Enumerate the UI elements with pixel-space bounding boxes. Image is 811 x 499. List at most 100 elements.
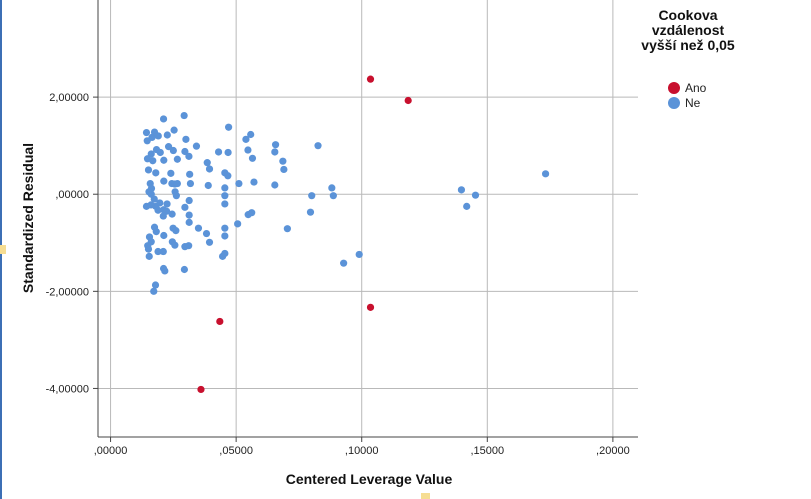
point-ne xyxy=(160,231,168,240)
point-ne xyxy=(152,169,160,177)
point-ne xyxy=(328,184,336,192)
point-ano xyxy=(404,96,412,105)
point-ne xyxy=(271,141,280,149)
legend-swatch-ano xyxy=(668,82,680,94)
point-ne xyxy=(248,209,256,217)
point-ne xyxy=(160,156,168,164)
point-ne xyxy=(182,135,190,143)
point-ne xyxy=(202,229,211,238)
point-ano xyxy=(366,75,375,83)
point-ne xyxy=(180,265,188,274)
point-ne xyxy=(185,242,193,250)
point-ne xyxy=(185,211,193,219)
selection-handle-bottom[interactable] xyxy=(421,493,430,499)
x-tick-label: ,05000 xyxy=(219,445,253,457)
point-ne xyxy=(144,166,153,174)
point-ne xyxy=(181,147,189,156)
point-ne xyxy=(244,146,252,154)
data-points xyxy=(142,75,550,394)
point-ne xyxy=(306,208,315,216)
legend-label-ne: Ne xyxy=(685,96,701,110)
point-ne xyxy=(156,199,164,207)
point-ne xyxy=(164,143,173,151)
point-ne xyxy=(214,148,223,156)
point-ne xyxy=(271,181,279,189)
point-ne xyxy=(221,224,229,232)
point-ne xyxy=(221,249,229,258)
point-ne xyxy=(308,192,316,200)
point-ne xyxy=(144,245,153,253)
legend-title: Cookova vzdálenost vyšší než 0,05 xyxy=(641,7,735,53)
point-ne xyxy=(163,200,171,208)
point-ne xyxy=(148,133,156,142)
point-ne xyxy=(159,115,168,123)
point-ne xyxy=(205,165,214,173)
point-ne xyxy=(279,157,287,165)
x-tick-label: ,20000 xyxy=(596,445,630,457)
point-ne xyxy=(172,227,180,235)
point-ne xyxy=(185,196,193,205)
x-tick-label: ,10000 xyxy=(345,445,379,457)
point-ne xyxy=(160,177,168,185)
point-ne xyxy=(225,123,233,131)
point-ne xyxy=(355,250,363,259)
point-ne xyxy=(172,192,180,200)
point-ne xyxy=(147,201,155,209)
point-ne xyxy=(234,220,242,228)
point-ne xyxy=(185,218,193,226)
point-ne xyxy=(235,179,243,188)
point-ne xyxy=(181,203,189,211)
point-ne xyxy=(150,287,158,295)
point-ne xyxy=(162,207,171,215)
point-ne xyxy=(163,131,171,139)
grid-lines xyxy=(98,0,638,437)
point-ne xyxy=(147,150,155,158)
point-ne xyxy=(180,111,188,120)
point-ne xyxy=(168,210,176,218)
point-ne xyxy=(154,206,162,214)
point-ne xyxy=(192,142,201,150)
point-ne xyxy=(221,200,229,208)
point-ne xyxy=(224,148,232,157)
point-ne xyxy=(224,172,232,180)
point-ne xyxy=(159,247,167,256)
point-ne xyxy=(167,169,175,177)
legend-label-ano: Ano xyxy=(685,81,707,95)
point-ne xyxy=(169,146,177,155)
point-ne xyxy=(186,179,195,188)
point-ne xyxy=(457,186,466,194)
point-ne xyxy=(170,126,178,134)
point-ne xyxy=(154,247,162,256)
point-ne xyxy=(340,259,348,267)
point-ne xyxy=(151,281,160,289)
point-ne xyxy=(280,165,288,174)
point-ne xyxy=(205,238,214,246)
point-ne xyxy=(173,155,181,163)
point-ne xyxy=(154,132,162,140)
point-ne xyxy=(194,224,203,232)
selection-handle-left[interactable] xyxy=(0,245,6,254)
point-ne xyxy=(152,228,160,236)
point-ne xyxy=(221,192,229,200)
point-ne xyxy=(221,184,229,192)
point-ne xyxy=(242,135,250,143)
point-ne xyxy=(161,267,169,275)
point-ne xyxy=(247,130,255,139)
y-tick-label: -2,00000 xyxy=(46,286,89,298)
point-ano xyxy=(216,317,224,326)
y-axis-title: Standardized Residual xyxy=(20,143,36,293)
point-ne xyxy=(541,170,550,178)
point-ne xyxy=(204,181,212,190)
y-tick-label: -4,00000 xyxy=(46,383,89,395)
plot-area xyxy=(98,0,638,437)
point-ne xyxy=(250,178,258,186)
point-ne xyxy=(186,170,194,178)
point-ne xyxy=(142,128,151,137)
point-ne xyxy=(283,225,291,233)
x-tick-label: ,00000 xyxy=(94,445,128,457)
point-ne xyxy=(463,202,471,210)
point-ano xyxy=(366,303,375,311)
point-ne xyxy=(145,252,153,260)
y-tick-label: ,00000 xyxy=(55,189,89,201)
